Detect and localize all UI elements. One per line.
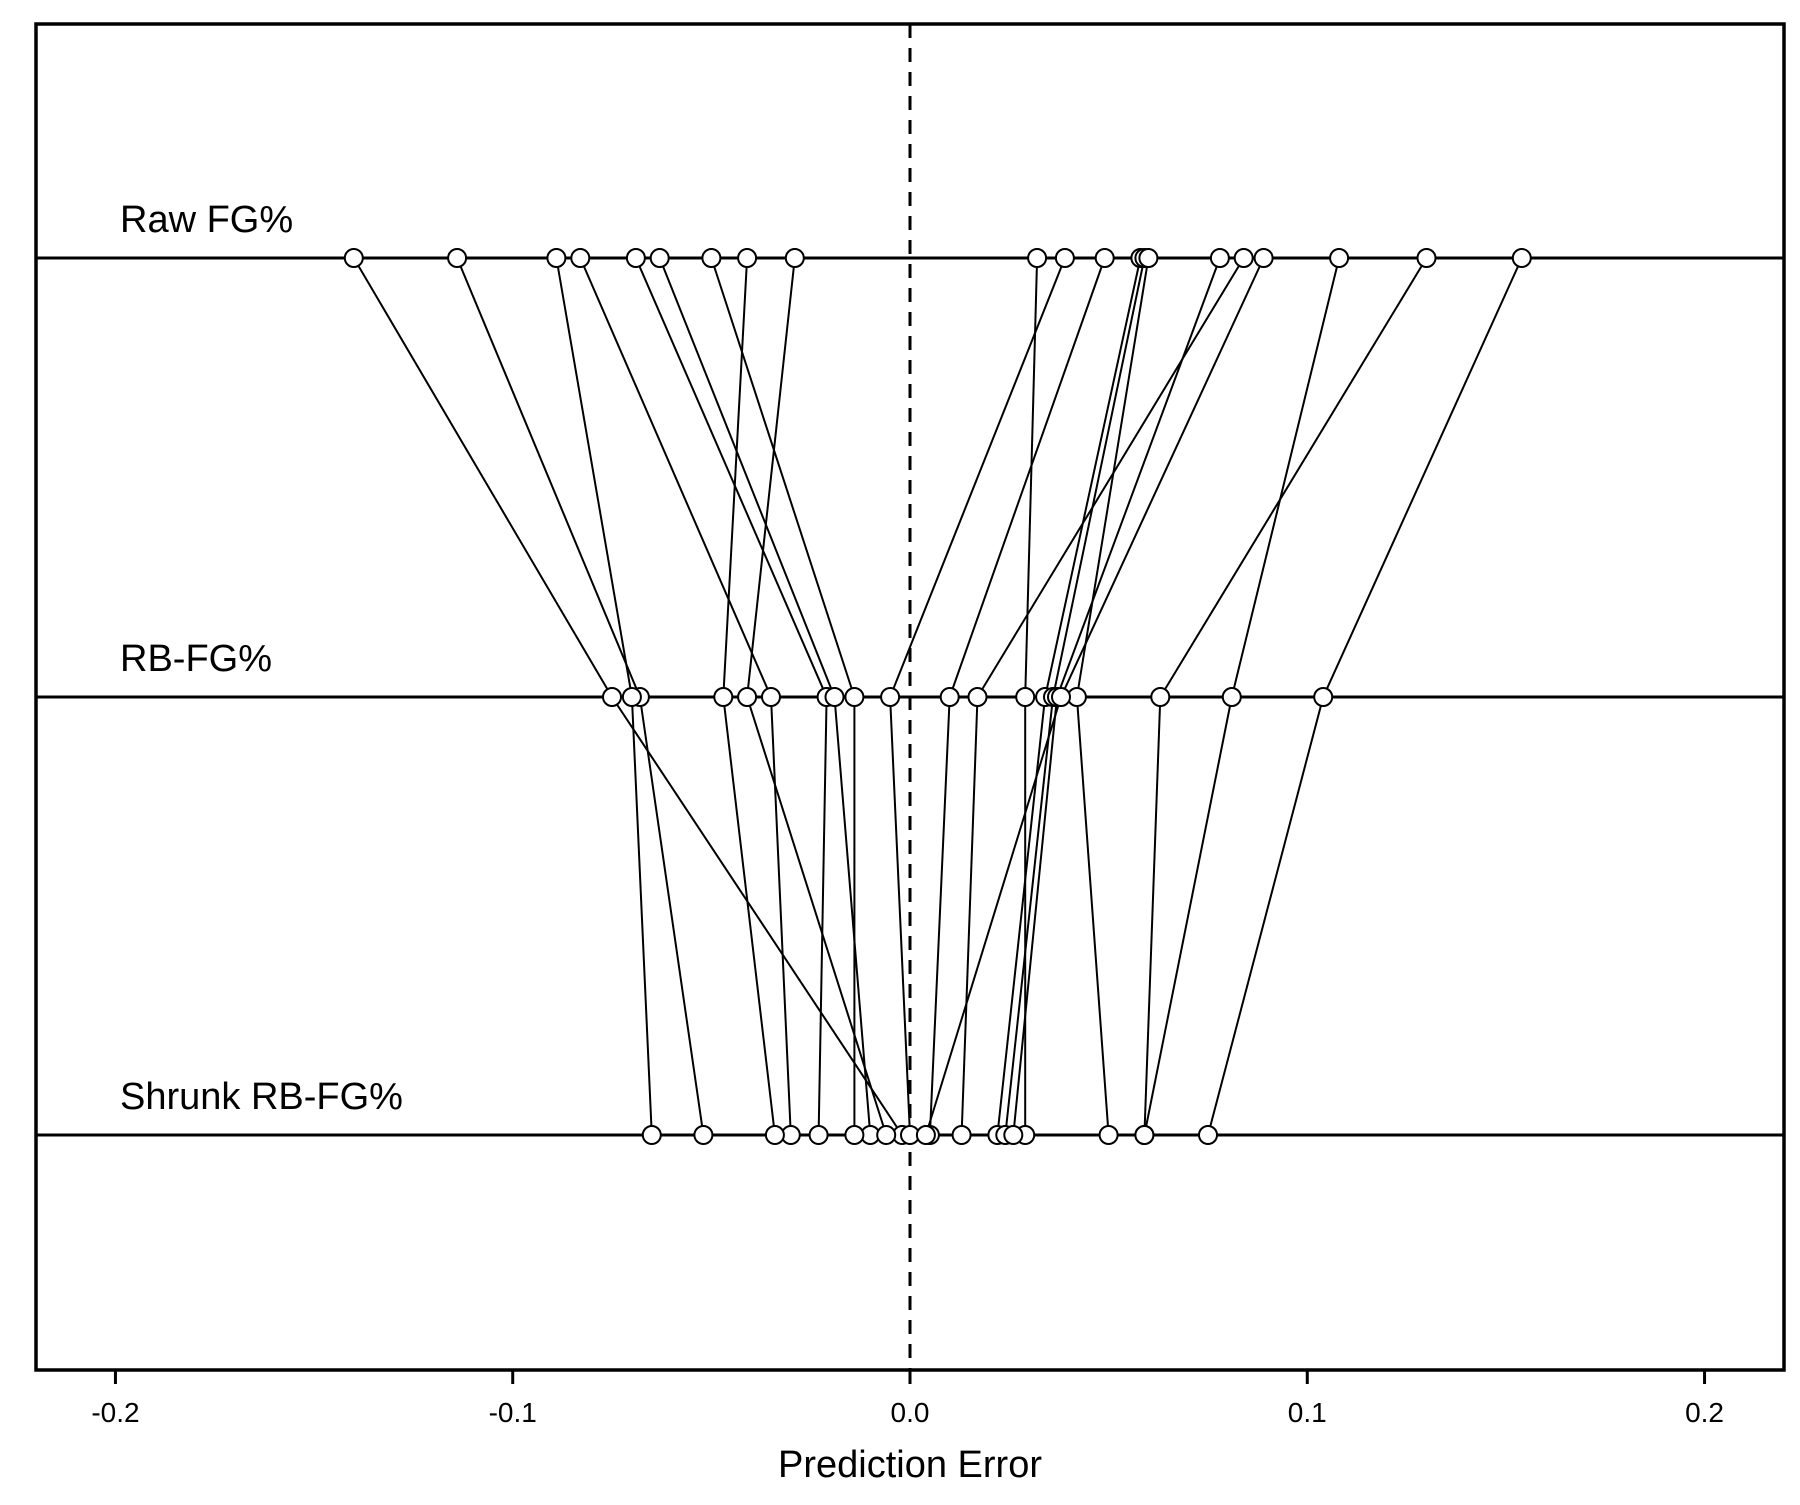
data-point-rb-7 xyxy=(844,687,865,707)
data-point-rb-18 xyxy=(1051,687,1071,707)
x-tick-label-3: 0.0 xyxy=(891,1397,930,1428)
x-tick-label-2: -0.1 xyxy=(489,1397,537,1428)
data-point-raw-4 xyxy=(570,248,591,268)
level-label-2: RB-FG% xyxy=(120,638,272,680)
level-label-1: Raw FG% xyxy=(120,199,293,241)
data-point-shrunk-7 xyxy=(844,1125,865,1145)
data-point-raw-3 xyxy=(546,248,567,268)
data-point-raw-18 xyxy=(1253,248,1274,268)
data-point-raw-16 xyxy=(1209,248,1230,268)
data-point-rb-10 xyxy=(1015,687,1036,707)
data-point-raw-19 xyxy=(1329,248,1350,268)
level-label-3: Shrunk RB-FG% xyxy=(120,1076,403,1118)
data-point-shrunk-15 xyxy=(1098,1125,1119,1145)
data-point-shrunk-20 xyxy=(1134,1125,1155,1145)
data-point-shrunk-18 xyxy=(915,1125,936,1145)
data-point-shrunk-21 xyxy=(1198,1125,1218,1145)
data-point-rb-6 xyxy=(824,687,845,707)
data-point-raw-17 xyxy=(1233,248,1254,268)
data-point-rb-19 xyxy=(1221,687,1242,707)
data-markers xyxy=(343,248,1532,1145)
data-point-shrunk-5 xyxy=(808,1125,829,1145)
x-tick-label-5: 0.2 xyxy=(1685,1397,1724,1428)
data-point-shrunk-8 xyxy=(764,1125,785,1145)
x-axis: -0.2 -0.1 0.0 0.1 0.2 xyxy=(91,1370,1724,1428)
x-tick-label-4: 0.1 xyxy=(1288,1397,1327,1428)
data-point-rb-3 xyxy=(621,687,642,707)
x-tick-label-1: -0.2 xyxy=(91,1397,139,1428)
data-point-rb-8 xyxy=(713,687,734,707)
data-point-raw-8 xyxy=(737,248,758,268)
data-point-shrunk-17 xyxy=(951,1125,972,1145)
data-point-rb-11 xyxy=(880,687,901,707)
data-point-raw-10 xyxy=(1027,248,1048,268)
data-point-raw-20 xyxy=(1416,248,1437,268)
data-point-raw-9 xyxy=(784,248,805,268)
data-point-rb-4 xyxy=(761,687,781,707)
data-point-raw-7 xyxy=(701,248,722,268)
level-labels: Raw FG% RB-FG% Shrunk RB-FG% xyxy=(120,199,403,1118)
data-point-shrunk-16 xyxy=(1003,1125,1024,1145)
data-point-raw-5 xyxy=(625,248,646,268)
data-point-shrunk-3 xyxy=(641,1125,662,1145)
data-point-shrunk-2 xyxy=(693,1125,714,1145)
data-point-raw-12 xyxy=(1094,248,1115,268)
data-point-rb-9 xyxy=(737,687,758,707)
data-point-rb-20 xyxy=(1150,687,1171,707)
data-point-shrunk-9 xyxy=(876,1125,897,1145)
data-point-raw-21 xyxy=(1511,248,1532,268)
data-point-rb-21 xyxy=(1313,687,1334,707)
data-point-raw-1 xyxy=(343,248,364,268)
data-point-raw-2 xyxy=(447,248,468,268)
data-point-rb-12 xyxy=(939,687,960,707)
x-axis-title: Prediction Error xyxy=(778,1444,1042,1486)
data-point-raw-6 xyxy=(649,248,670,268)
data-point-raw-11 xyxy=(1054,248,1075,268)
data-point-rb-17 xyxy=(967,687,988,707)
data-point-raw-15 xyxy=(1138,248,1159,268)
data-point-rb-1 xyxy=(602,687,622,707)
